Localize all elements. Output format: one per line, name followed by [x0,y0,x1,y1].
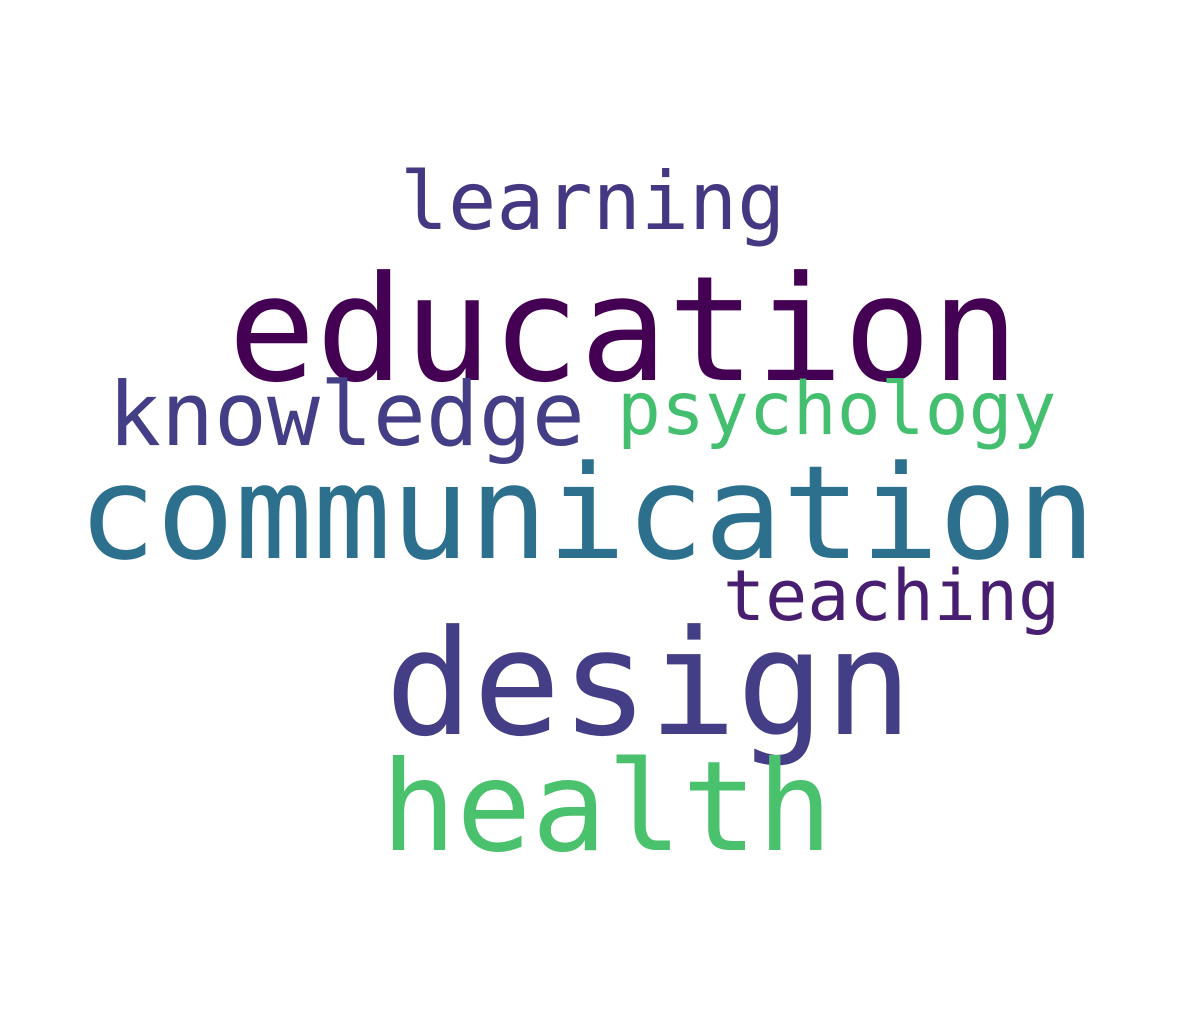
word-communication: communication [78,437,1096,589]
word-teaching: teaching [723,555,1061,637]
word-design: design [385,599,913,769]
word-health: health [381,735,833,880]
word-psychology: psychology [617,367,1057,452]
word-education: education [228,245,1020,415]
word-learning: learning [400,155,786,248]
word-knowledge: knowledge [108,363,585,466]
